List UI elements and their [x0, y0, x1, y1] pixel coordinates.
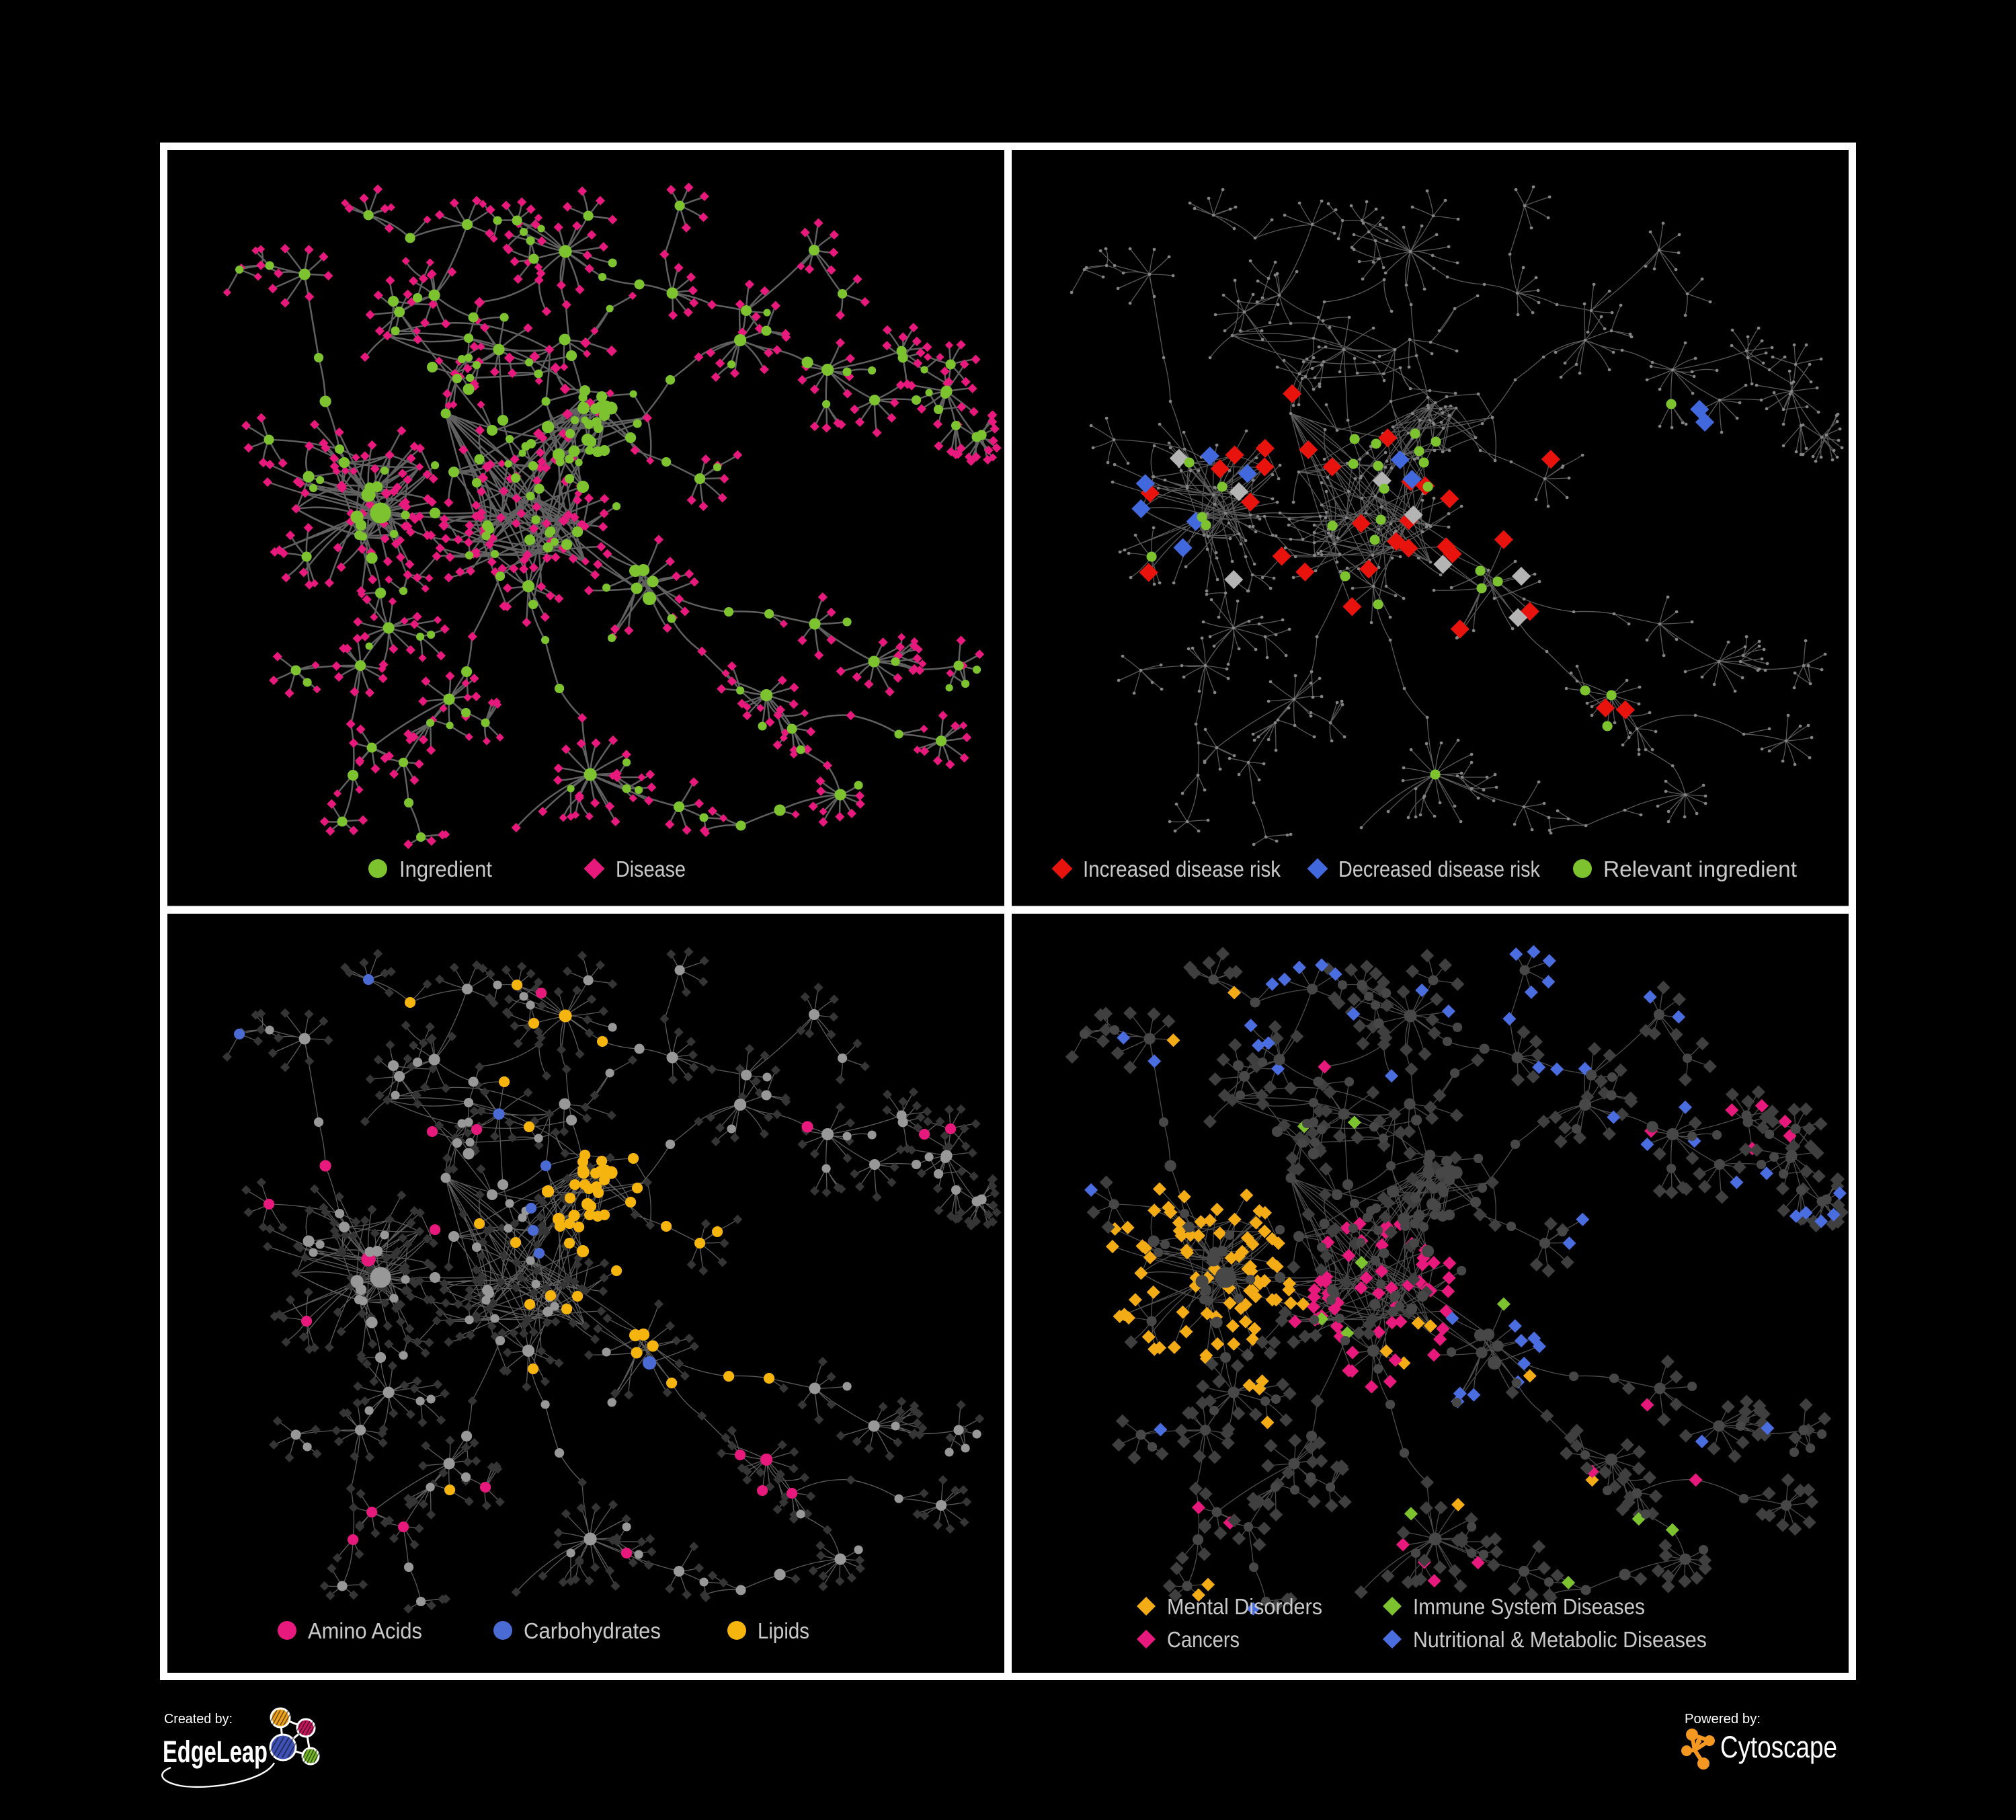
svg-text:Cytoscape: Cytoscape [1720, 1730, 1837, 1764]
svg-text:Increased disease risk: Increased disease risk [1083, 857, 1281, 881]
svg-text:EdgeLeap: EdgeLeap [163, 1735, 268, 1769]
svg-text:Mental Disorders: Mental Disorders [1167, 1594, 1322, 1619]
svg-text:Powered by:: Powered by: [1685, 1712, 1761, 1727]
svg-text:Disease: Disease [616, 857, 686, 881]
svg-text:Nutritional & Metabolic Diseas: Nutritional & Metabolic Diseases [1413, 1627, 1707, 1652]
svg-text:Ingredient: Ingredient [399, 857, 492, 881]
svg-text:Amino Acids: Amino Acids [308, 1618, 422, 1643]
svg-text:Immune System Diseases: Immune System Diseases [1413, 1594, 1645, 1619]
svg-text:Lipids: Lipids [758, 1618, 809, 1643]
svg-text:Created by:: Created by: [164, 1712, 233, 1727]
svg-text:Decreased disease risk: Decreased disease risk [1338, 857, 1540, 881]
svg-text:Carbohydrates: Carbohydrates [524, 1618, 661, 1643]
svg-text:Relevant ingredient: Relevant ingredient [1603, 857, 1797, 881]
svg-text:Cancers: Cancers [1167, 1627, 1240, 1652]
